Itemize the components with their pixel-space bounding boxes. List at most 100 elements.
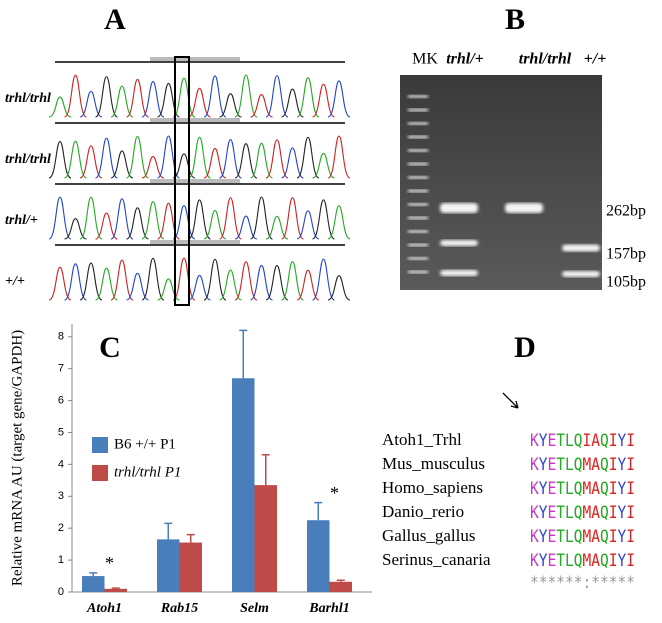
species-name: Danio_rerio bbox=[382, 502, 464, 521]
y-tick-label: 8 bbox=[58, 331, 64, 343]
trace bbox=[327, 275, 351, 301]
trace bbox=[296, 77, 320, 118]
trace bbox=[95, 76, 118, 118]
trace bbox=[188, 274, 211, 301]
trace bbox=[141, 201, 165, 240]
y-tick-label: 5 bbox=[58, 426, 64, 438]
panel-label: C bbox=[99, 331, 121, 364]
band bbox=[562, 244, 600, 252]
trace bbox=[203, 258, 227, 301]
trace bbox=[312, 199, 335, 240]
error-bar bbox=[164, 522, 173, 540]
ladder-band bbox=[408, 189, 428, 193]
trace bbox=[250, 142, 273, 179]
trace bbox=[296, 136, 320, 179]
sequence: KYETLQMAQIYI bbox=[530, 527, 635, 547]
panel-label: D bbox=[514, 331, 536, 364]
trace bbox=[126, 272, 149, 301]
trace bbox=[327, 80, 351, 118]
trace bbox=[250, 264, 273, 301]
species-name: Serinus_canaria bbox=[382, 550, 491, 569]
trace bbox=[126, 78, 149, 118]
trace bbox=[95, 212, 118, 240]
trace bbox=[187, 136, 212, 179]
error-bar bbox=[336, 579, 345, 582]
sequence: KYETLQMAQIYI bbox=[530, 479, 635, 499]
bar bbox=[157, 539, 180, 592]
ladder-band bbox=[408, 149, 428, 152]
trace bbox=[126, 207, 149, 240]
trace bbox=[79, 262, 103, 301]
trace bbox=[64, 140, 87, 179]
y-tick-label: 1 bbox=[58, 554, 64, 566]
ladder-band bbox=[408, 230, 428, 233]
trace bbox=[234, 74, 258, 118]
x-tick-label: Selm bbox=[240, 601, 269, 616]
trace bbox=[48, 266, 72, 301]
trace bbox=[203, 147, 227, 179]
trace bbox=[172, 257, 196, 301]
x-tick-label: Barhl1 bbox=[308, 601, 349, 616]
trace bbox=[79, 145, 103, 179]
species-name: Mus_musculus bbox=[382, 454, 485, 473]
trace bbox=[219, 139, 242, 179]
band bbox=[440, 270, 478, 276]
size-label: 262bp bbox=[606, 203, 646, 220]
trace bbox=[249, 196, 274, 240]
bar bbox=[104, 588, 127, 592]
annotation: * bbox=[330, 483, 339, 503]
error-bar bbox=[239, 329, 248, 379]
trace bbox=[48, 96, 72, 118]
track-header bbox=[150, 57, 240, 61]
chromatograms bbox=[48, 57, 351, 301]
trace bbox=[110, 150, 134, 179]
trace bbox=[48, 196, 72, 240]
ladder-band bbox=[408, 270, 428, 274]
trace bbox=[48, 141, 72, 179]
lane-label: +/+ bbox=[584, 51, 607, 68]
trace bbox=[312, 83, 335, 118]
trace bbox=[280, 197, 305, 240]
error-bar bbox=[89, 572, 98, 577]
x-tick-label: Rab15 bbox=[160, 601, 198, 616]
trace bbox=[110, 259, 134, 301]
arrow bbox=[502, 392, 519, 409]
track-header bbox=[150, 240, 240, 244]
bar bbox=[179, 542, 202, 592]
y-tick-label: 3 bbox=[58, 490, 64, 502]
trace bbox=[327, 135, 351, 179]
bar bbox=[254, 485, 277, 592]
legend-swatch bbox=[92, 465, 108, 481]
ladder-band bbox=[408, 176, 428, 179]
band bbox=[440, 203, 478, 213]
trace bbox=[64, 218, 87, 240]
legend-label: trhl/trhl P1 bbox=[114, 464, 181, 480]
trace bbox=[265, 75, 289, 118]
track-header bbox=[150, 118, 240, 122]
trace bbox=[63, 74, 88, 118]
trace bbox=[203, 75, 227, 118]
trace bbox=[234, 215, 258, 240]
panel-label: B bbox=[505, 3, 525, 36]
legend-swatch bbox=[92, 437, 108, 453]
gel bbox=[400, 75, 602, 290]
sequence: KYETLQIAQIYI bbox=[530, 431, 635, 451]
trace bbox=[64, 263, 87, 301]
band bbox=[562, 271, 600, 277]
trace bbox=[234, 261, 258, 301]
error-bar bbox=[111, 587, 120, 589]
lane-label: trhl/+ bbox=[446, 51, 484, 68]
bar bbox=[82, 576, 105, 592]
trace bbox=[281, 261, 304, 301]
sequence: ******:***** bbox=[530, 573, 635, 593]
bar bbox=[329, 581, 352, 592]
ladder-band bbox=[408, 257, 428, 260]
legend-label: B6 +/+ P1 bbox=[114, 436, 176, 452]
trace bbox=[172, 153, 196, 179]
trace bbox=[312, 152, 335, 179]
trace bbox=[188, 87, 211, 118]
trace bbox=[79, 196, 103, 240]
bar bbox=[232, 378, 255, 592]
species-name: Gallus_gallus bbox=[382, 526, 476, 545]
